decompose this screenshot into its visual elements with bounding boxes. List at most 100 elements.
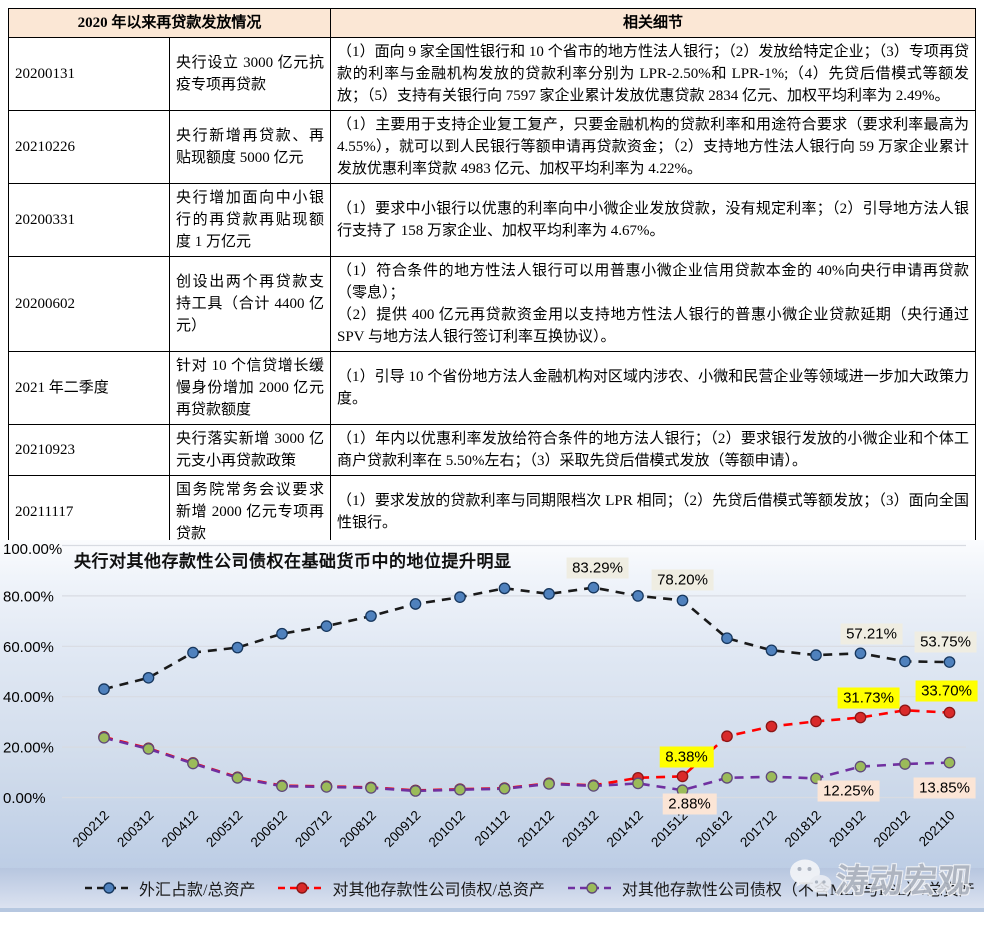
data-point xyxy=(765,770,778,783)
table-row: 20200331 央行增加面向中小银行的再贷款再贴现额度 1 万亿元 （1）要求… xyxy=(8,183,976,257)
data-point xyxy=(587,780,600,792)
policy-cell: 央行新增再贷款、再贴现额度 5000 亿元 xyxy=(169,110,331,184)
legend-marker-fx-icon xyxy=(85,882,133,894)
details-cell: （1）年内以优惠利率发放给符合条件的地方法人银行；（2）要求银行发放的小微企业和… xyxy=(330,424,976,476)
legend-item-fx-reserves: 外汇占款/总资产 xyxy=(84,876,255,900)
data-point xyxy=(765,720,778,733)
x-axis-tick: 201312 xyxy=(559,808,601,850)
x-axis-tick: 200812 xyxy=(337,808,379,850)
data-point xyxy=(142,743,155,755)
details-cell: （1）符合条件的地方性法人银行可以用普惠小微企业信用贷款本金的 40%向央行申请… xyxy=(330,256,976,352)
details-cell: （1）要求中小银行以优惠的利率向中小微企业发放贷款，没有规定利率；（2）引导地方… xyxy=(330,183,976,257)
data-point xyxy=(587,581,600,594)
y-axis-tick: 40.00% xyxy=(3,689,54,706)
table-header-row: 2020 年以来再贷款发放情况 相关细节 xyxy=(8,8,976,38)
data-point xyxy=(943,756,956,769)
data-point xyxy=(632,590,644,602)
legend-label: 外汇占款/总资产 xyxy=(139,882,256,899)
reloan-policy-table: 2020 年以来再贷款发放情况 相关细节 20200131 央行设立 3000 … xyxy=(8,8,976,549)
data-label: 33.70% xyxy=(915,680,978,702)
policy-cell: 针对 10 个信贷增长缓慢身份增加 2000 亿元再贷款额度 xyxy=(169,351,331,425)
series-line-0 xyxy=(103,586,950,691)
legend-label: 对其他存款性公司债权/总资产 xyxy=(332,882,545,899)
x-axis-tick: 200612 xyxy=(248,808,290,850)
x-axis-tick: 201712 xyxy=(737,808,779,850)
details-cell: （1）面向 9 家全国性银行和 10 个省市的地方性法人银行；（2）发放给特定企… xyxy=(330,37,976,111)
data-point xyxy=(721,632,733,645)
x-axis-tick: 200312 xyxy=(114,808,156,850)
data-label: 53.75% xyxy=(914,631,977,653)
data-point xyxy=(98,731,110,744)
legend-label: 对其他存款性公司债权（不含MLF与PSL）/总资产 xyxy=(621,882,975,899)
data-point xyxy=(276,780,288,793)
table-row: 20200602 创设出两个再贷款支持工具（合计 4400 亿元） （1）符合条… xyxy=(8,256,976,352)
data-point xyxy=(899,758,911,770)
data-point xyxy=(543,778,555,790)
x-axis-tick: 200412 xyxy=(159,808,201,850)
wechat-icon xyxy=(790,859,832,896)
data-point xyxy=(320,620,333,632)
data-label: 8.38% xyxy=(659,746,714,768)
legend-marker-claims-icon xyxy=(278,882,327,894)
data-point xyxy=(854,647,867,660)
header-details: 相关细节 xyxy=(330,8,976,38)
x-axis-tick: 200512 xyxy=(203,808,245,850)
data-point xyxy=(409,785,422,797)
data-point xyxy=(854,711,867,724)
table-row: 2021 年二季度 针对 10 个信贷增长缓慢身份增加 2000 亿元再贷款额度… xyxy=(8,351,976,425)
details-cell: （1）主要用于支持企业复工复产，只要金融机构的贷款利率和用途符合要求（要求利率最… xyxy=(330,110,976,184)
table-row: 20211117 国务院常务会议要求新增 2000 亿元专项再贷款 （1）要求发… xyxy=(8,475,976,549)
date-cell: 20200331 xyxy=(8,183,170,257)
data-point xyxy=(187,646,199,659)
x-axis-tick: 200712 xyxy=(292,808,334,850)
data-point xyxy=(721,771,733,784)
data-point xyxy=(632,777,644,790)
data-label: 31.73% xyxy=(837,687,900,709)
x-axis-tick: 201812 xyxy=(782,808,824,850)
data-label: 13.85% xyxy=(913,777,976,799)
policy-cell: 央行设立 3000 亿元抗疫专项再贷款 xyxy=(169,37,331,111)
watermark-text: 涛动宏观 xyxy=(833,864,974,900)
date-cell: 20210923 xyxy=(8,424,170,476)
data-point xyxy=(454,783,466,796)
data-point xyxy=(231,641,244,654)
policy-cell: 央行增加面向中小银行的再贷款再贴现额度 1 万亿元 xyxy=(169,183,331,257)
watermark: 涛动宏观 xyxy=(788,854,974,902)
x-axis-tick: 201012 xyxy=(426,808,468,850)
data-point xyxy=(365,610,377,622)
data-point xyxy=(98,683,110,695)
x-axis-tick: 202012 xyxy=(871,808,913,850)
data-point xyxy=(231,771,244,784)
data-point xyxy=(454,591,466,604)
data-point xyxy=(676,770,689,783)
data-point xyxy=(899,704,911,717)
date-cell: 20200602 xyxy=(8,256,170,352)
data-point xyxy=(142,671,155,684)
data-point xyxy=(543,588,555,600)
data-label: 57.21% xyxy=(840,623,903,645)
data-point xyxy=(365,782,377,794)
data-point xyxy=(498,582,511,595)
data-point xyxy=(810,715,822,728)
date-cell: 20200131 xyxy=(8,37,170,111)
data-point xyxy=(676,594,689,607)
x-axis-tick: 201112 xyxy=(472,808,513,849)
data-point xyxy=(765,644,778,657)
x-axis-tick: 200912 xyxy=(381,808,423,850)
data-point xyxy=(854,760,867,773)
data-point xyxy=(810,649,822,661)
legend-marker-claims-ex-icon xyxy=(567,882,616,894)
x-axis-tick: 202110 xyxy=(916,808,958,850)
table-row: 20210226 央行新增再贷款、再贴现额度 5000 亿元 （1）主要用于支持… xyxy=(8,110,976,184)
data-point xyxy=(409,598,422,610)
data-point xyxy=(187,757,199,770)
y-axis-tick: 60.00% xyxy=(3,639,54,656)
policy-cell: 国务院常务会议要求新增 2000 亿元专项再贷款 xyxy=(169,475,331,549)
data-label: 83.29% xyxy=(566,557,629,579)
data-point xyxy=(276,627,288,640)
data-point xyxy=(721,730,733,743)
y-axis-tick: 100.00% xyxy=(3,541,62,558)
data-label: 78.20% xyxy=(651,569,714,591)
data-point xyxy=(943,656,956,668)
policy-cell: 创设出两个再贷款支持工具（合计 4400 亿元） xyxy=(169,256,331,352)
